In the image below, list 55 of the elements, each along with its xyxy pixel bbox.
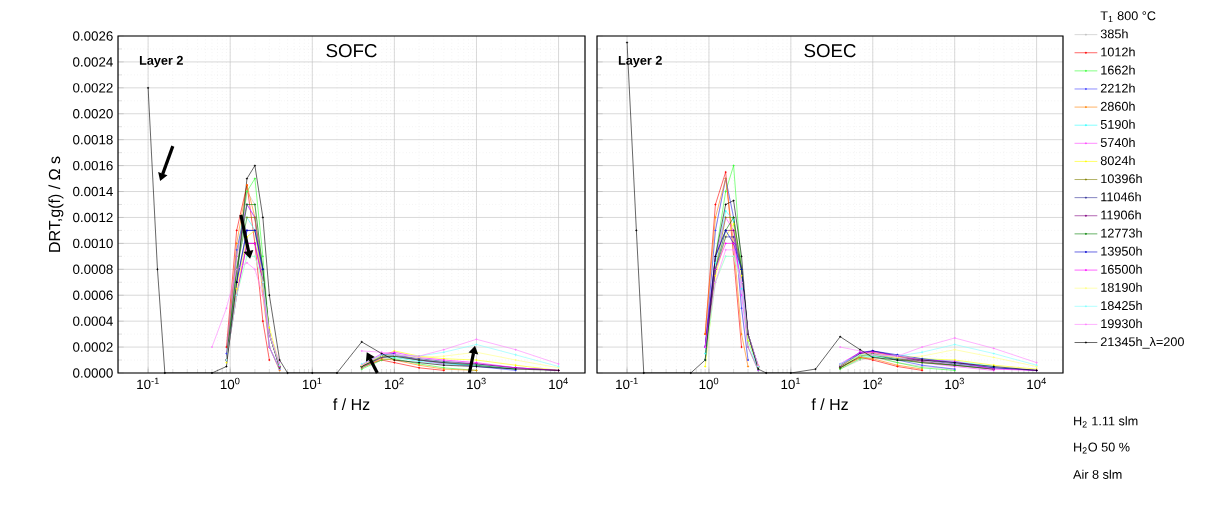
text: H$_{2}$ 1.11 slm (1074, 416, 1138, 428)
legend-label: 18190h (1101, 282, 1142, 292)
annotation: Layer 2 (139, 55, 183, 68)
legend-label: 16500h (1101, 264, 1142, 274)
x-tick-label: 10$^{2}$ (385, 377, 404, 390)
legend-label: 18425h (1101, 300, 1142, 311)
legend-label: 2860h (1100, 101, 1135, 111)
x-tick-label: 10$^{-1}$ (616, 377, 638, 390)
legend-label: 11906h (1101, 210, 1141, 220)
legend-label: 21345h_λ=200 (1100, 336, 1184, 349)
y-tick-label: 0.0014 (73, 186, 113, 197)
x-tick-label: 10$^{1}$ (781, 377, 801, 390)
text: Air 8 slm (1073, 469, 1122, 479)
chart-title: SOEC (804, 44, 856, 58)
legend-label: 5740h (1100, 137, 1135, 148)
x-tick-label: 10$^{2}$ (863, 377, 882, 390)
legend-label: 1662h (1101, 65, 1135, 75)
x-axis-title: f / Hz (811, 398, 848, 411)
legend-label: 8024h (1100, 155, 1135, 166)
y-tick-label: 0.0016 (73, 160, 113, 171)
x-tick-label: 10$^{4}$ (549, 377, 568, 390)
y-tick-label: 0.0004 (73, 316, 113, 326)
y-tick-label: 0.0000 (73, 368, 113, 378)
y-axis-title: DRT,g(f) / Ω s (48, 156, 64, 252)
y-tick-label: 0.0022 (73, 83, 113, 93)
y-tick-label: 0.0010 (73, 238, 113, 249)
legend-label: 10396h (1101, 173, 1142, 184)
x-tick-label: 10$^{4}$ (1027, 377, 1047, 390)
x-tick-label: 10$^{0}$ (220, 377, 240, 390)
legend-label: 11046h (1101, 192, 1141, 202)
y-tick-label: 0.0002 (73, 342, 113, 352)
legend-label: 385h (1100, 29, 1128, 39)
legend-label: 19930h (1101, 318, 1142, 329)
chart-title: SOFC (326, 44, 377, 58)
y-tick-label: 0.0012 (73, 212, 113, 223)
text: H$_{2}$O 50 % (1074, 442, 1130, 454)
y-tick-label: 0.0008 (73, 264, 113, 275)
legend-label: 13950h (1101, 246, 1142, 256)
legend-label: 1012h (1101, 47, 1135, 57)
y-tick-label: 0.0006 (73, 290, 113, 300)
annotation: Layer 2 (618, 55, 662, 68)
x-tick-label: 10$^{0}$ (699, 377, 719, 390)
x-axis-title: f / Hz (333, 398, 370, 411)
x-tick-label: 10$^{3}$ (467, 377, 486, 390)
legend-label: 12773h (1101, 228, 1142, 238)
y-tick-label: 0.0020 (73, 109, 113, 119)
legend-label: 2212h (1100, 83, 1135, 93)
y-tick-label: 0.0018 (73, 134, 113, 145)
x-tick-label: 10$^{1}$ (302, 377, 322, 390)
y-tick-label: 0.0026 (73, 31, 113, 41)
y-tick-label: 0.0024 (73, 57, 113, 67)
x-tick-label: 10$^{3}$ (945, 377, 964, 390)
x-tick-label: 10$^{-1}$ (137, 377, 159, 390)
legend-label: 5190h (1100, 119, 1135, 129)
legend-title: T$_{1}$ 800 °C (1100, 11, 1156, 23)
